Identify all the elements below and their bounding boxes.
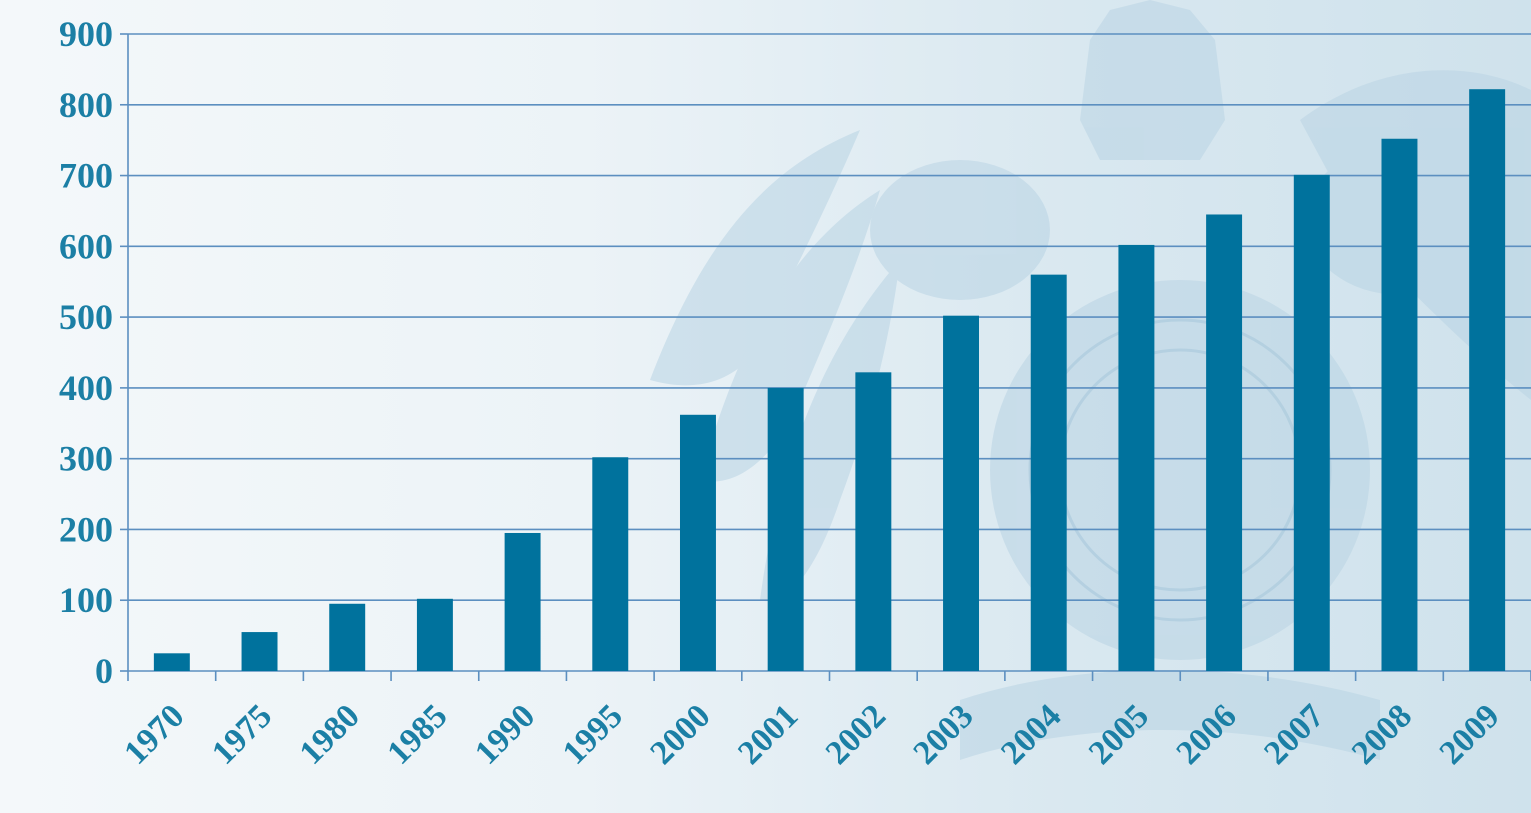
bar-2009	[1469, 89, 1506, 671]
bar-2002	[855, 372, 892, 671]
x-tick-label: 1975	[205, 697, 279, 771]
x-tick-label: 1985	[380, 697, 454, 771]
y-tick-label: 500	[59, 297, 113, 337]
x-tick-label: 1970	[117, 697, 191, 771]
bar-2000	[679, 414, 716, 671]
bar-2003	[943, 315, 980, 671]
bar-1990	[504, 532, 541, 671]
x-tick-label: 2005	[1082, 697, 1156, 771]
y-tick-label: 300	[59, 439, 113, 479]
bar-2004	[1030, 274, 1067, 671]
x-tick-label: 2003	[906, 697, 980, 771]
x-tick-label: 2007	[1257, 697, 1331, 771]
y-tick-label: 700	[59, 156, 113, 196]
bar-1980	[329, 603, 366, 671]
bar-2005	[1118, 244, 1155, 671]
x-tick-label: 2002	[819, 697, 893, 771]
y-tick-label: 200	[59, 509, 113, 549]
x-tick-label: 2000	[643, 697, 717, 771]
x-tick-label: 1980	[293, 697, 367, 771]
y-tick-label: 400	[59, 368, 113, 408]
x-tick-label: 2004	[994, 697, 1068, 771]
bar-2001	[767, 387, 804, 671]
bar-2007	[1293, 174, 1330, 671]
bars	[153, 89, 1506, 672]
x-tick-labels: 1970 1975 1980 1985 1990 1995 2000 2001 2002 2003…	[117, 697, 1507, 771]
x-tick-label: 2008	[1345, 697, 1419, 771]
y-tick-labels: 0 100 200 300 400 500 600 700 800 900	[59, 14, 113, 691]
bar-1985	[416, 598, 453, 671]
bar-2006	[1206, 214, 1243, 671]
bar-1995	[592, 457, 629, 671]
bar-2008	[1381, 138, 1418, 672]
y-tick-label: 0	[95, 651, 113, 691]
x-tick-label: 1995	[556, 697, 630, 771]
x-tick-label: 2006	[1170, 697, 1244, 771]
y-tick-label: 600	[59, 226, 113, 266]
y-tick-label: 100	[59, 580, 113, 620]
y-tick-label: 900	[59, 14, 113, 54]
bar-1975	[241, 632, 278, 671]
bar-1970	[153, 653, 190, 671]
x-tick-label: 1990	[468, 697, 542, 771]
y-tick-label: 800	[59, 85, 113, 125]
x-tick-label: 2001	[731, 697, 805, 771]
x-tick-label: 2009	[1433, 697, 1507, 771]
